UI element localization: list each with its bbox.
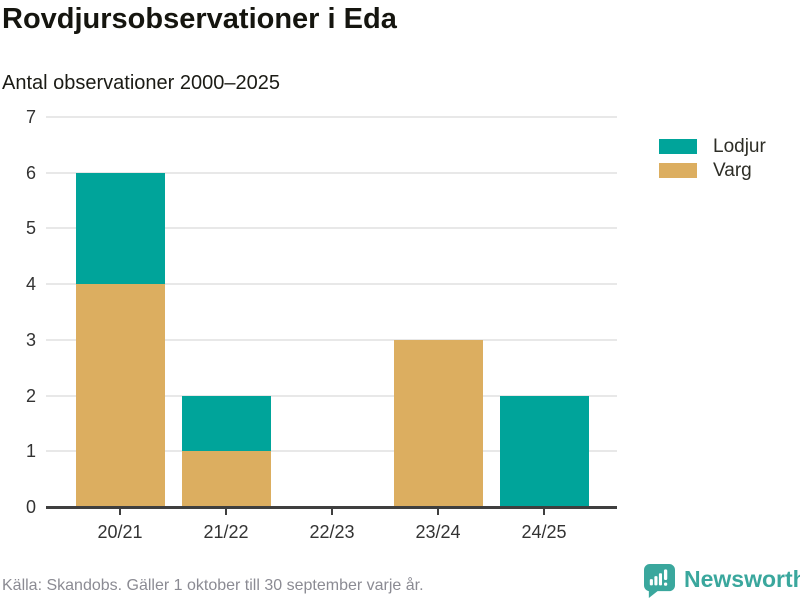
gridline xyxy=(46,394,617,397)
source-note: Källa: Skandobs. Gäller 1 oktober till 3… xyxy=(2,577,424,594)
y-tick-label: 3 xyxy=(25,329,36,350)
x-axis-line xyxy=(46,505,617,509)
y-tick-label: 1 xyxy=(25,441,36,462)
legend-label: Lodjur xyxy=(713,136,766,157)
x-tick-label: 20/21 xyxy=(97,522,143,542)
bar-segment-varg xyxy=(75,284,165,507)
bar-segment-varg xyxy=(393,339,483,507)
legend-swatch-varg xyxy=(659,163,697,178)
x-axis-tick xyxy=(119,508,121,515)
x-tick-label: 23/24 xyxy=(415,522,461,542)
gridline xyxy=(46,283,617,286)
x-tick-label: 22/23 xyxy=(309,522,355,542)
x-axis-tick xyxy=(437,508,439,515)
y-tick-label: 6 xyxy=(25,162,36,183)
x-axis-tick xyxy=(225,508,227,515)
y-tick-label: 4 xyxy=(25,274,36,295)
y-tick-label: 2 xyxy=(25,385,36,406)
gridline xyxy=(46,227,617,230)
legend-item-lodjur: Lodjur xyxy=(659,136,766,157)
page-title: Rovdjursobservationer i Eda xyxy=(2,3,397,35)
gridline xyxy=(46,171,617,174)
gridline xyxy=(46,116,617,118)
legend-label: Varg xyxy=(713,160,752,181)
legend-item-varg: Varg xyxy=(659,160,766,181)
y-tick-label: 7 xyxy=(25,107,36,127)
chart-legend: Lodjur Varg xyxy=(659,136,766,181)
bar-chart-speech-bubble-icon xyxy=(644,564,675,598)
x-tick-label: 21/22 xyxy=(203,522,249,542)
legend-swatch-lodjur xyxy=(659,139,697,154)
newsworthy-brand: Newsworthy xyxy=(644,564,800,598)
bar-segment-lodjur xyxy=(75,172,165,285)
y-tick-label: 5 xyxy=(25,218,36,239)
bar-segment-varg xyxy=(181,451,271,507)
x-tick-label: 24/25 xyxy=(521,522,567,542)
gridline xyxy=(46,450,617,453)
bar-segment-lodjur xyxy=(181,395,271,452)
gridline xyxy=(46,338,617,341)
bar-segment-lodjur xyxy=(499,395,589,507)
brand-name: Newsworthy xyxy=(684,566,800,592)
x-axis-tick xyxy=(543,508,545,515)
chart-subtitle: Antal observationer 2000–2025 xyxy=(2,72,280,94)
y-tick-label: 0 xyxy=(25,497,36,517)
x-axis-tick xyxy=(331,508,333,515)
